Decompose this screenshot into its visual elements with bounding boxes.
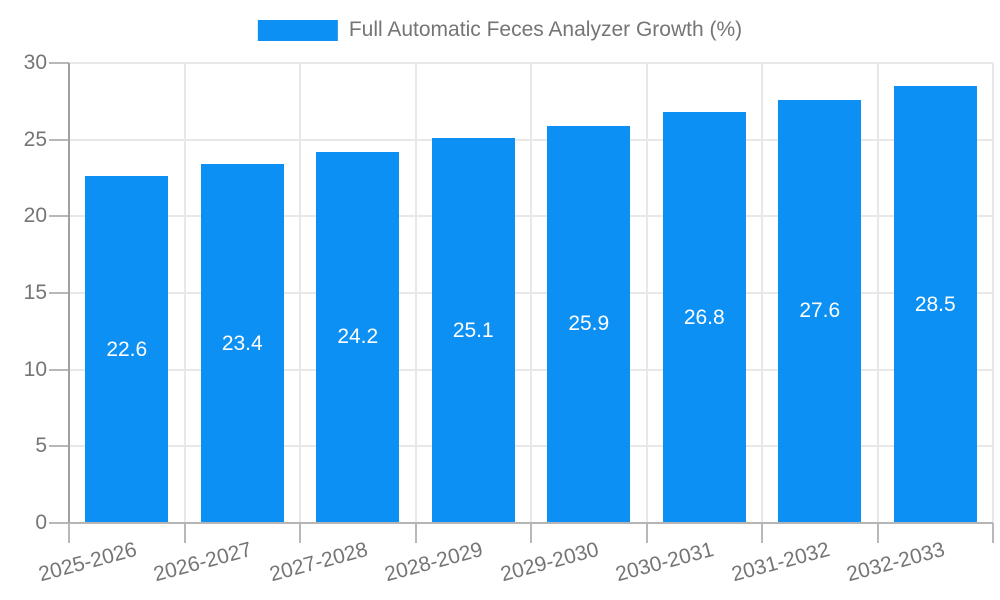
gridline-vertical <box>299 63 301 523</box>
y-axis-tick-label: 5 <box>35 434 47 458</box>
legend[interactable]: Full Automatic Feces Analyzer Growth (%) <box>257 17 743 43</box>
bar-value-label: 23.4 <box>221 331 263 355</box>
bar-value-label: 24.2 <box>337 325 379 349</box>
gridline-vertical <box>183 63 186 523</box>
x-axis-tick-mark <box>299 523 301 543</box>
legend-label: Full Automatic Feces Analyzer Growth (%) <box>348 18 743 41</box>
gridline-vertical <box>876 63 879 523</box>
y-axis-tick-mark <box>49 445 69 448</box>
y-axis-tick-mark <box>49 62 69 64</box>
bar[interactable]: 25.9 <box>547 125 631 523</box>
gridline-vertical <box>761 63 763 523</box>
y-axis-tick-label: 10 <box>23 357 47 381</box>
bar[interactable]: 25.1 <box>431 138 515 523</box>
y-axis-tick-mark <box>49 138 69 141</box>
x-axis-tick-mark <box>761 523 763 543</box>
x-axis-tick-mark <box>414 523 417 543</box>
bar[interactable]: 22.6 <box>85 176 169 523</box>
x-axis-tick-mark <box>530 523 532 543</box>
bar-value-label: 27.6 <box>799 299 841 323</box>
y-axis-tick-label: 15 <box>23 281 47 304</box>
bar[interactable]: 23.4 <box>200 164 284 523</box>
gridline-vertical <box>530 63 532 523</box>
x-axis-tick-mark <box>183 523 186 543</box>
y-axis-tick-mark <box>49 292 69 294</box>
y-axis-tick-mark <box>49 368 69 371</box>
x-axis-tick-mark <box>992 523 994 543</box>
x-axis-tick-mark <box>68 523 70 543</box>
bar[interactable]: 26.8 <box>662 112 746 523</box>
y-axis-tick-label: 30 <box>23 51 47 74</box>
gridline-vertical <box>414 63 417 523</box>
legend-swatch-icon <box>257 19 338 41</box>
gridline-vertical <box>992 63 994 523</box>
gridline-vertical <box>645 63 648 523</box>
y-axis-line <box>68 63 70 523</box>
bar-value-label: 25.9 <box>568 312 610 336</box>
bar-value-label: 28.5 <box>914 292 956 316</box>
bar[interactable]: 28.5 <box>893 86 977 523</box>
y-axis-tick-label: 20 <box>23 204 47 228</box>
bar-value-label: 25.1 <box>452 318 494 342</box>
bar-value-label: 26.8 <box>683 305 725 329</box>
x-axis-tick-mark <box>876 523 879 543</box>
y-axis-tick-label: 25 <box>23 127 47 151</box>
bar[interactable]: 27.6 <box>778 99 862 523</box>
bar-value-label: 22.6 <box>106 337 148 361</box>
y-axis-tick-mark <box>49 522 69 524</box>
x-axis-line <box>69 522 993 524</box>
x-axis-tick-mark <box>645 523 648 543</box>
y-axis-tick-mark <box>49 215 69 218</box>
bar[interactable]: 24.2 <box>316 151 400 523</box>
y-axis-tick-label: 0 <box>35 511 47 534</box>
